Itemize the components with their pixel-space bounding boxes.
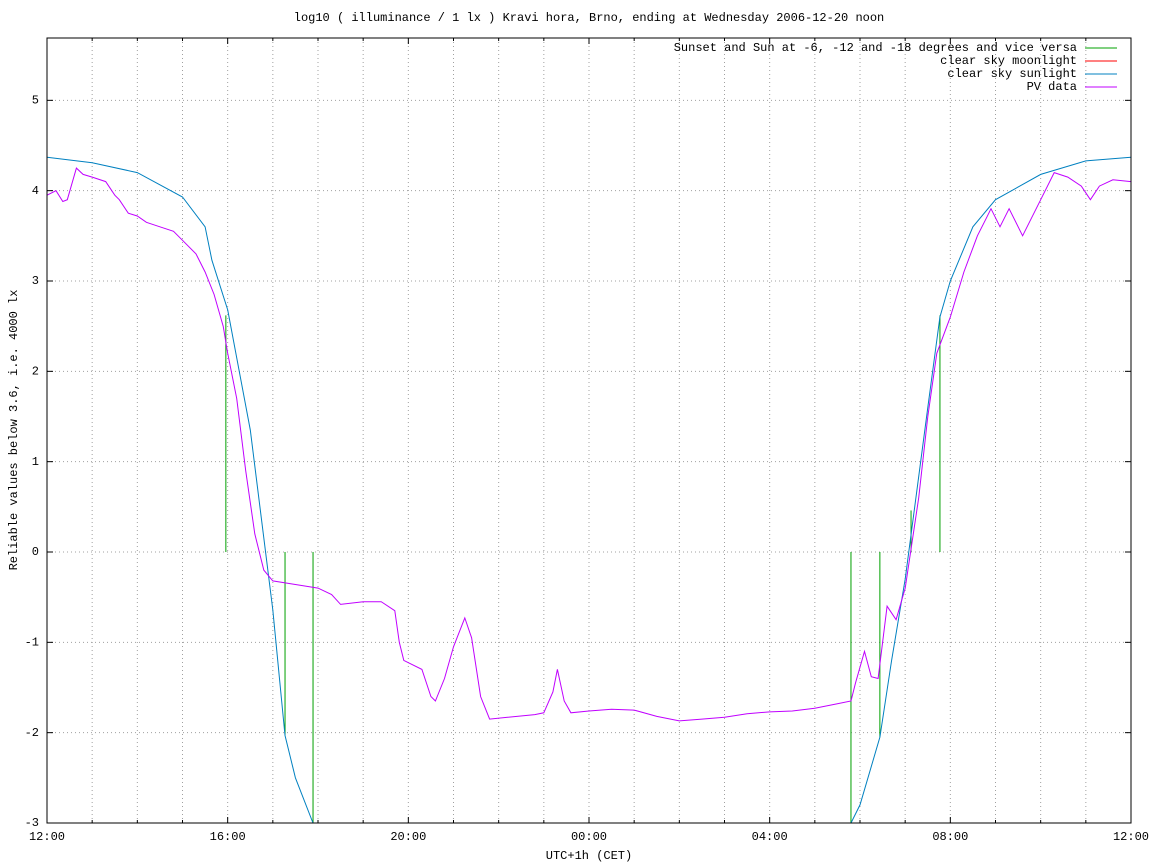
- y-tick-label: -3: [25, 816, 39, 830]
- series-line: [47, 167, 1131, 722]
- series-line: [47, 156, 1131, 823]
- y-tick-label: 4: [32, 184, 39, 198]
- x-tick-label: 00:00: [571, 830, 607, 844]
- x-tick-label: 12:00: [29, 830, 65, 844]
- chart-title: log10 ( illuminance / 1 lx ) Kravi hora,…: [294, 11, 885, 25]
- plot-frame: [46, 37, 1132, 824]
- y-tick-label: 5: [32, 94, 39, 108]
- y-axis-label: Reliable values below 3.6, i.e. 4000 lx: [7, 290, 21, 571]
- y-tick-label: -1: [25, 636, 39, 650]
- legend-label: PV data: [1027, 80, 1077, 94]
- x-tick-label: 16:00: [210, 830, 246, 844]
- y-tick-label: 2: [32, 365, 39, 379]
- x-tick-label: 08:00: [932, 830, 968, 844]
- x-tick-label: 04:00: [752, 830, 788, 844]
- legend-label: clear sky moonlight: [940, 54, 1077, 68]
- y-tick-label: -2: [25, 726, 39, 740]
- y-tick-label: 0: [32, 545, 39, 559]
- x-tick-label: 20:00: [390, 830, 426, 844]
- legend-label: clear sky sunlight: [947, 67, 1077, 81]
- x-axis-label: UTC+1h (CET): [546, 849, 632, 863]
- x-tick-label: 12:00: [1113, 830, 1149, 844]
- legend-label: Sunset and Sun at -6, -12 and -18 degree…: [674, 41, 1077, 55]
- y-tick-label: 1: [32, 455, 39, 469]
- y-tick-label: 3: [32, 274, 39, 288]
